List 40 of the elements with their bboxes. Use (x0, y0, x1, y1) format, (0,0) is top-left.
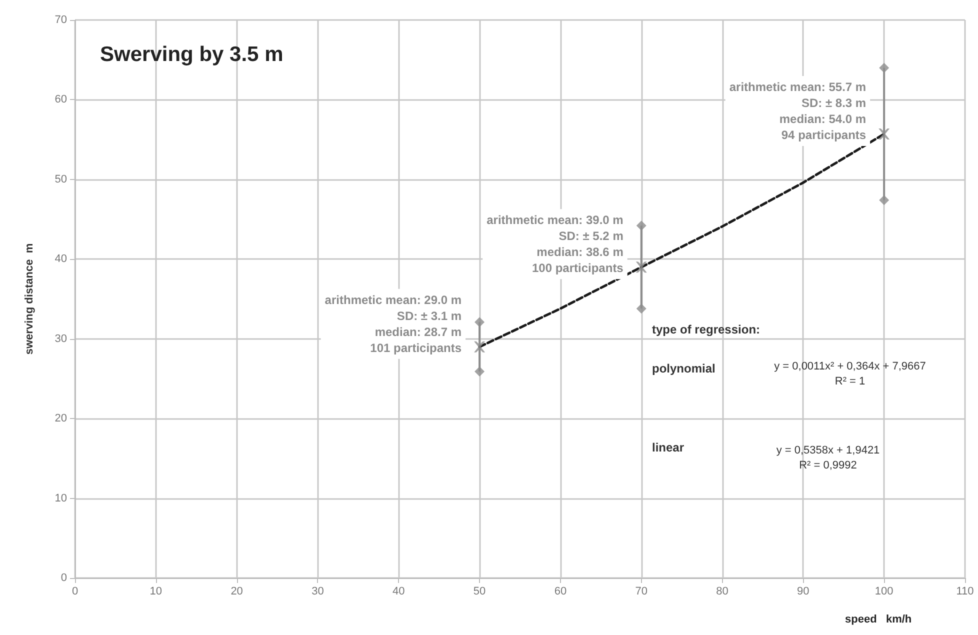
y-tick-label: 30 (54, 332, 67, 345)
point (636, 220, 646, 231)
x-tick-label: 40 (392, 586, 405, 598)
annotation: arithmetic mean: 29.0 m SD: ± 3.1 m median: 28.7 m 101 participants (324, 292, 462, 355)
point (474, 317, 485, 328)
annotation: polynomial (652, 362, 716, 376)
annotation: y = 0,5358x + 1,9421 R² = 0,9992 (776, 444, 880, 472)
point (636, 262, 647, 273)
y-tick-label: 40 (54, 253, 67, 266)
y-tick-label: 60 (54, 94, 67, 106)
point (474, 341, 486, 352)
annotation: linear (652, 440, 684, 454)
annotation: y = 0,0011x² + 0,364x + 7,9667 R² = 1 (774, 360, 926, 388)
x-tick-label: 110 (956, 586, 974, 598)
annotation: arithmetic mean: 39.0 m SD: ± 5.2 m median: 38.6 m 100 participants (486, 213, 624, 276)
y-axis-title: swerving distance m (24, 243, 36, 355)
text: Swerving by 3.5 m (100, 43, 284, 66)
point (474, 366, 485, 377)
annotation: type of regression: (652, 322, 760, 336)
x-tick-label: 80 (716, 586, 728, 598)
annotation: arithmetic mean: 55.7 m SD: ± 8.3 m median: 54.0 m 94 participants (729, 80, 866, 142)
x-tick-label: 100 (874, 586, 894, 598)
point (879, 62, 890, 73)
point (879, 195, 890, 206)
x-tick-label: 60 (554, 586, 567, 598)
point (878, 128, 890, 140)
y-tick-label: 10 (54, 492, 67, 504)
x-axis-title: speed km/h (845, 614, 912, 626)
x-tick-label: 70 (635, 586, 648, 598)
y-tick-label: 0 (60, 572, 67, 584)
x-tick-label: 90 (797, 586, 810, 598)
x-tick-label: 0 (72, 586, 78, 598)
x-tick-label: 30 (312, 586, 324, 598)
y-tick-label: 70 (54, 14, 67, 26)
point (636, 304, 646, 314)
y-tick-label: 20 (54, 412, 67, 425)
x-tick-label: 50 (473, 586, 486, 598)
y-tick-label: 50 (54, 173, 67, 186)
x-tick-label: 10 (150, 586, 162, 598)
x-tick-label: 20 (230, 586, 243, 598)
